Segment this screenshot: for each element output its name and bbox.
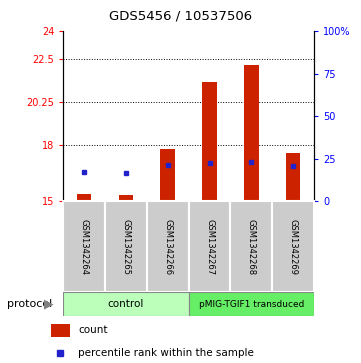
Bar xyxy=(202,82,217,201)
Text: GSM1342268: GSM1342268 xyxy=(247,219,256,275)
Bar xyxy=(118,195,133,201)
Bar xyxy=(160,149,175,201)
Text: percentile rank within the sample: percentile rank within the sample xyxy=(78,348,254,358)
Bar xyxy=(272,201,314,292)
Bar xyxy=(51,324,70,337)
Bar xyxy=(188,201,230,292)
Bar xyxy=(147,201,188,292)
Text: pMIG-TGIF1 transduced: pMIG-TGIF1 transduced xyxy=(199,299,304,309)
Text: count: count xyxy=(78,325,108,335)
Bar xyxy=(230,201,272,292)
Text: GSM1342265: GSM1342265 xyxy=(121,219,130,275)
Text: GDS5456 / 10537506: GDS5456 / 10537506 xyxy=(109,9,252,22)
Text: ▶: ▶ xyxy=(44,298,53,310)
Text: GSM1342266: GSM1342266 xyxy=(163,219,172,275)
Bar xyxy=(63,201,105,292)
Bar xyxy=(244,65,259,201)
Bar xyxy=(188,292,314,316)
Bar xyxy=(77,194,91,201)
Bar xyxy=(105,201,147,292)
Bar xyxy=(286,153,300,201)
Text: protocol: protocol xyxy=(7,299,52,309)
Text: GSM1342269: GSM1342269 xyxy=(289,219,298,275)
Bar xyxy=(63,292,188,316)
Text: GSM1342264: GSM1342264 xyxy=(79,219,88,275)
Text: control: control xyxy=(108,299,144,309)
Text: GSM1342267: GSM1342267 xyxy=(205,219,214,275)
